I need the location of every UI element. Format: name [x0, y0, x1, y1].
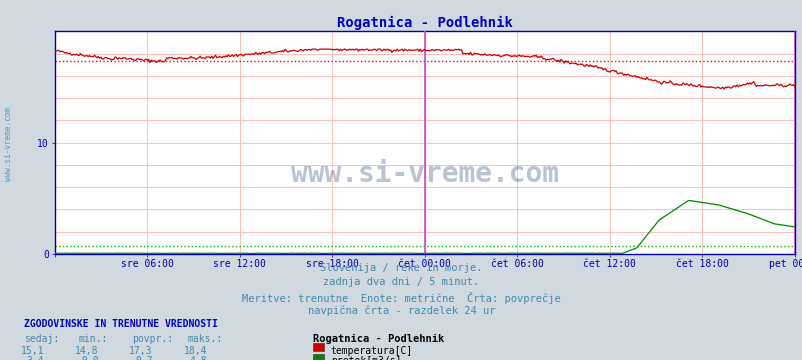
- Text: temperatura[C]: temperatura[C]: [330, 346, 412, 356]
- Title: Rogatnica - Podlehnik: Rogatnica - Podlehnik: [336, 16, 512, 30]
- Text: 17,3: 17,3: [129, 346, 152, 356]
- Text: www.si-vreme.com: www.si-vreme.com: [3, 107, 13, 181]
- Text: 15,1: 15,1: [21, 346, 44, 356]
- Text: 0,7: 0,7: [135, 356, 152, 360]
- Text: Slovenija / reke in morje.: Slovenija / reke in morje.: [320, 263, 482, 273]
- Text: maks.:: maks.:: [187, 334, 222, 344]
- Text: 18,4: 18,4: [184, 346, 207, 356]
- Text: zadnja dva dni / 5 minut.: zadnja dva dni / 5 minut.: [323, 277, 479, 287]
- Text: 3,4: 3,4: [26, 356, 44, 360]
- Text: Meritve: trenutne  Enote: metrične  Črta: povprečje: Meritve: trenutne Enote: metrične Črta: …: [242, 292, 560, 303]
- Text: 4,8: 4,8: [189, 356, 207, 360]
- Text: 0,0: 0,0: [81, 356, 99, 360]
- Text: sedaj:: sedaj:: [24, 334, 59, 344]
- Text: 14,8: 14,8: [75, 346, 99, 356]
- Text: min.:: min.:: [79, 334, 108, 344]
- Text: navpična črta - razdelek 24 ur: navpična črta - razdelek 24 ur: [307, 306, 495, 316]
- Text: www.si-vreme.com: www.si-vreme.com: [290, 160, 558, 188]
- Text: povpr.:: povpr.:: [132, 334, 173, 344]
- Text: pretok[m3/s]: pretok[m3/s]: [330, 356, 401, 360]
- Text: ZGODOVINSKE IN TRENUTNE VREDNOSTI: ZGODOVINSKE IN TRENUTNE VREDNOSTI: [24, 319, 217, 329]
- Text: Rogatnica - Podlehnik: Rogatnica - Podlehnik: [313, 334, 444, 344]
